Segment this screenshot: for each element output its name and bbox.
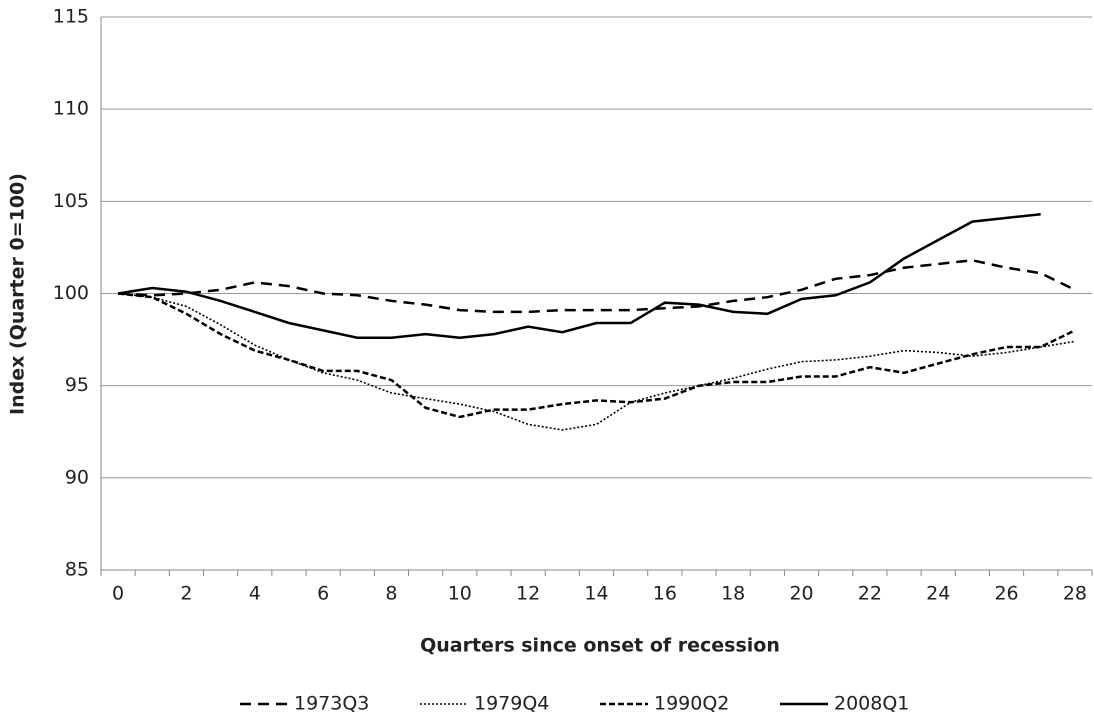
x-tick-label: 20 — [789, 583, 813, 605]
y-tick-label: 105 — [53, 190, 89, 212]
x-tick-label: 24 — [926, 583, 950, 605]
x-tick-label: 18 — [721, 583, 745, 605]
x-tick-label: 10 — [448, 583, 472, 605]
series-line — [118, 292, 1076, 431]
legend-label: 1990Q2 — [654, 693, 729, 715]
x-tick-label: 0 — [112, 583, 124, 605]
y-tick-label: 85 — [65, 559, 89, 581]
x-tick-label: 28 — [1063, 583, 1087, 605]
x-tick-label: 8 — [385, 583, 397, 605]
x-tick-label: 2 — [180, 583, 192, 605]
x-tick-label: 12 — [516, 583, 540, 605]
x-axis-label: Quarters since onset of recession — [420, 635, 780, 657]
y-tick-label: 90 — [65, 466, 89, 488]
legend-label: 1973Q3 — [294, 693, 369, 715]
x-tick-label: 4 — [249, 583, 261, 605]
x-tick-label: 14 — [584, 583, 608, 605]
x-tick-label: 16 — [653, 583, 677, 605]
legend-label: 2008Q1 — [834, 693, 909, 715]
y-tick-label: 110 — [53, 98, 89, 120]
series-line — [118, 259, 1076, 314]
y-axis-label: Index (Quarter 0=100) — [7, 173, 29, 415]
x-tick-label: 22 — [858, 583, 882, 605]
series-line — [117, 292, 1076, 419]
y-tick-label: 95 — [65, 374, 89, 396]
x-tick-label: 6 — [317, 583, 329, 605]
x-tick-label: 26 — [994, 583, 1018, 605]
y-tick-label: 100 — [53, 282, 89, 304]
y-tick-label: 115 — [53, 6, 89, 28]
legend-label: 1979Q4 — [474, 693, 549, 715]
series-line — [117, 212, 1041, 339]
